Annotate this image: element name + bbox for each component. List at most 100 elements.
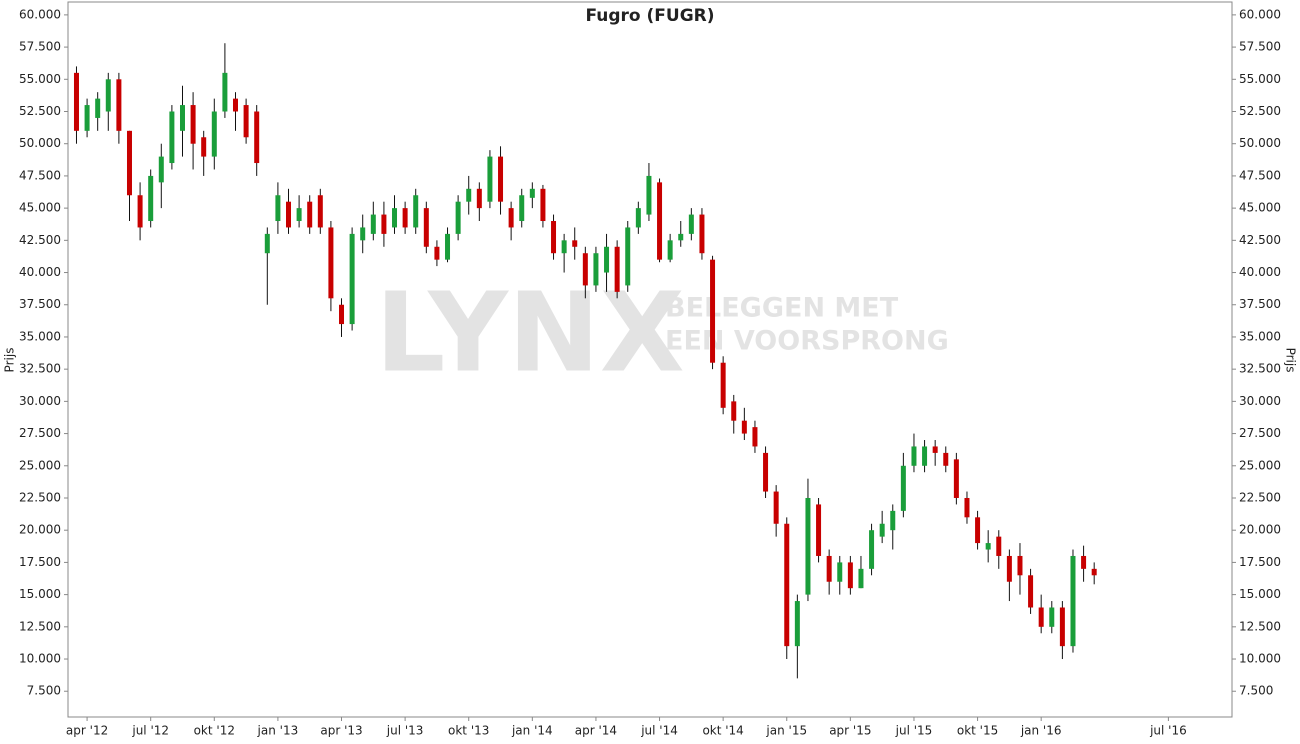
y-tick-label: 35.000 [1239, 329, 1281, 343]
y-tick-label: 30.000 [1239, 394, 1281, 408]
candle-body [148, 175, 154, 222]
y-tick-label: 37.500 [19, 297, 61, 311]
y-tick-label: 42.500 [19, 233, 61, 247]
candle-body [232, 98, 238, 112]
y-tick-label: 60.000 [1239, 7, 1281, 21]
candle-body [95, 98, 101, 118]
y-tick-label: 47.500 [19, 168, 61, 182]
candle-body [858, 568, 864, 589]
y-tick-label: 30.000 [19, 394, 61, 408]
y-tick-label: 57.500 [19, 40, 61, 54]
y-tick-label: 50.000 [1239, 136, 1281, 150]
candle-body [953, 459, 959, 498]
chart-title: Fugro (FUGR) [585, 6, 714, 26]
candle-body [678, 233, 684, 241]
y-tick-label: 47.500 [1239, 168, 1281, 182]
candle-body [201, 137, 207, 157]
x-tick-label: okt '14 [702, 724, 743, 738]
candle-body [657, 182, 663, 260]
candle-body [370, 214, 376, 234]
y-tick-label: 12.500 [1239, 619, 1281, 633]
y-axis-label: Prijs [3, 348, 17, 373]
candle-body [635, 208, 641, 228]
candle-body [392, 208, 398, 228]
candle-body [625, 227, 631, 286]
candle-body [476, 188, 482, 209]
candle-body [1091, 568, 1097, 576]
candle-body [551, 221, 557, 254]
candle-body [614, 246, 620, 292]
candle-body [561, 240, 567, 254]
y-tick-label: 52.500 [19, 104, 61, 118]
y-tick-label: 35.000 [19, 329, 61, 343]
x-tick-label: apr '12 [66, 724, 108, 738]
candle-body [943, 452, 949, 466]
candle-body [879, 523, 885, 537]
candle-body [985, 543, 991, 550]
y-tick-label: 12.500 [19, 619, 61, 633]
candle-body [593, 253, 599, 286]
y-tick-label: 55.000 [1239, 72, 1281, 86]
candle-body [211, 111, 217, 157]
y-tick-label: 42.500 [1239, 233, 1281, 247]
x-tick-label: jul '14 [640, 724, 678, 738]
candle-body [498, 156, 504, 202]
candle-body [105, 79, 111, 112]
y-tick-label: 7.500 [1239, 684, 1273, 698]
x-tick-label: apr '14 [575, 724, 617, 738]
candle-body [604, 246, 610, 273]
candle-body [784, 523, 790, 647]
candle-body [264, 233, 270, 254]
y-tick-label: 15.000 [19, 587, 61, 601]
candle-body [508, 208, 514, 228]
candle-body [360, 227, 366, 241]
x-tick-label: jul '16 [1149, 724, 1187, 738]
candle-body [582, 253, 588, 286]
candle-body [1070, 555, 1076, 647]
candle-body [158, 156, 164, 183]
candle-body [222, 72, 228, 112]
candle-body [1049, 607, 1055, 627]
y-tick-label: 57.500 [1239, 40, 1281, 54]
candle-body [179, 105, 185, 131]
y-tick-label: 27.500 [1239, 426, 1281, 440]
candle-body [900, 465, 906, 511]
candle-body [816, 504, 822, 556]
y-tick-label: 45.000 [1239, 201, 1281, 215]
candle-body [964, 497, 970, 518]
candle-body [328, 227, 334, 299]
candle-body [1081, 555, 1087, 569]
x-tick-label: jan '16 [1020, 724, 1062, 738]
x-tick-label: apr '15 [829, 724, 871, 738]
candle-body [763, 452, 769, 492]
y-tick-label: 60.000 [19, 7, 61, 21]
x-tick-label: apr '13 [320, 724, 362, 738]
candle-body [1017, 555, 1023, 576]
candle-body [339, 304, 345, 325]
y-tick-label: 45.000 [19, 201, 61, 215]
candle-body [646, 175, 652, 215]
candle-body [137, 195, 143, 228]
x-tick-label: okt '12 [194, 724, 235, 738]
x-tick-label: jul '15 [895, 724, 933, 738]
candle-body [286, 201, 292, 228]
y-tick-label: 37.500 [1239, 297, 1281, 311]
candle-body [317, 195, 323, 228]
y-tick-label: 22.500 [19, 490, 61, 504]
y-tick-label: 10.000 [1239, 652, 1281, 666]
y-tick-label: 17.500 [1239, 555, 1281, 569]
candle-body [169, 111, 175, 164]
candle-body [773, 491, 779, 524]
candle-body [73, 72, 79, 131]
candle-body [381, 214, 387, 234]
candle-body [572, 240, 578, 247]
candle-body [116, 79, 122, 131]
y-tick-label: 15.000 [1239, 587, 1281, 601]
x-tick-label: jul '12 [131, 724, 169, 738]
candle-body [688, 214, 694, 234]
candle-body [996, 536, 1002, 556]
candle-body [847, 562, 853, 589]
x-tick-label: jan '14 [511, 724, 553, 738]
